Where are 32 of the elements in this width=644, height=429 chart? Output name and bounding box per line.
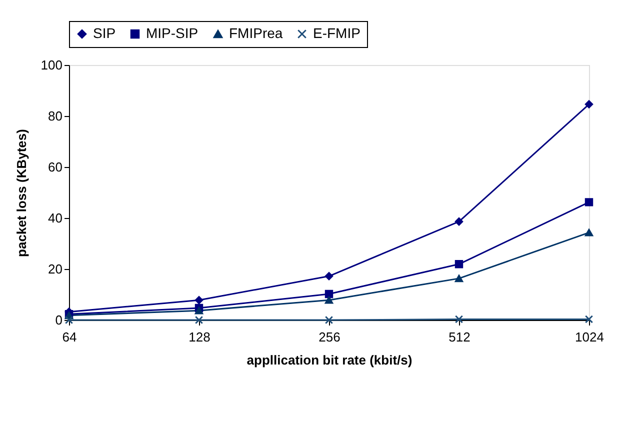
- point: [324, 290, 334, 298]
- point: [454, 260, 464, 268]
- point: [454, 315, 464, 324]
- y-tick-label: 0: [55, 312, 62, 328]
- x-tick-label: 256: [318, 330, 340, 344]
- x-tick-label: 1024: [575, 330, 604, 344]
- point: [324, 272, 334, 280]
- y-tick-label: 80: [48, 108, 62, 124]
- point: [194, 316, 204, 324]
- legend-label: FMIPrea: [229, 25, 283, 41]
- point: [194, 296, 204, 304]
- legend-label: E-FMIP: [313, 25, 360, 41]
- point: [324, 316, 334, 324]
- y-tick-label: 60: [48, 160, 62, 174]
- legend-label: SIP: [93, 25, 116, 41]
- point: [584, 198, 594, 206]
- point: [454, 217, 464, 226]
- x-axis-title: appllication bit rate (kbit/s): [246, 352, 412, 368]
- y-tick-label: 100: [40, 58, 62, 72]
- point: [454, 274, 464, 282]
- y-tick-label: 20: [48, 262, 62, 276]
- point: [584, 315, 594, 324]
- legend-label: MIP-SIP: [146, 25, 198, 41]
- x-tick-label: 128: [188, 330, 210, 344]
- point: [584, 100, 594, 108]
- point: [194, 306, 204, 314]
- point: [584, 228, 594, 236]
- x-tick-label: 512: [448, 330, 470, 344]
- y-tick-label: 40: [48, 210, 62, 226]
- x-tick-label: 64: [62, 330, 77, 344]
- point: [324, 296, 334, 304]
- y-axis-title: packet loss (KBytes): [14, 129, 29, 257]
